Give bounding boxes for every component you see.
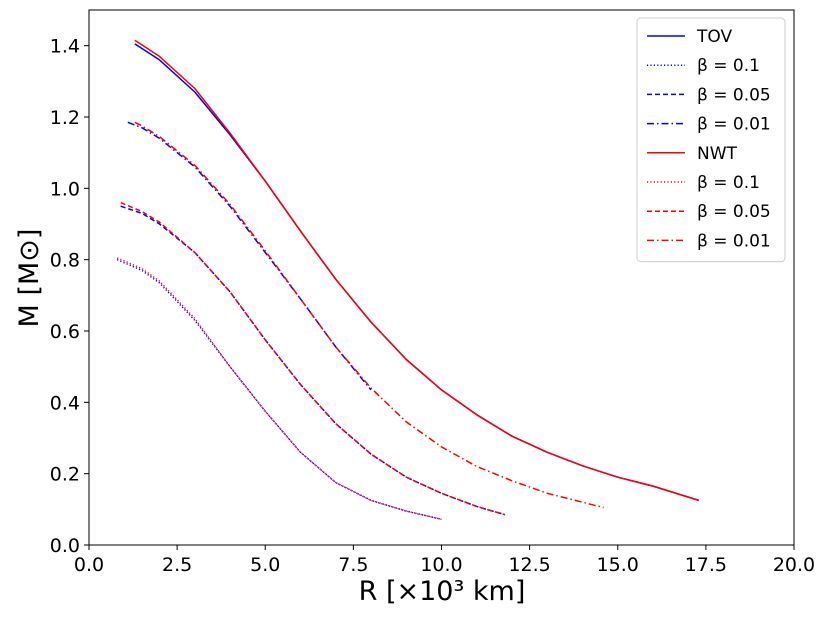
series-line: [116, 259, 442, 521]
series-line: [134, 39, 700, 502]
legend-box: [636, 17, 786, 263]
legend-label: NWT: [697, 144, 738, 164]
y-tick-label: 1.2: [50, 107, 80, 129]
legend-label: β = 0.01: [697, 231, 771, 251]
series-layer: [116, 39, 700, 521]
legend-label: β = 0.1: [697, 173, 760, 193]
x-tick-label: 20.0: [773, 554, 815, 576]
y-tick-label: 0.8: [50, 250, 80, 272]
legend-label: β = 0.05: [697, 202, 771, 222]
x-tick-label: 15.0: [597, 554, 639, 576]
y-tick-label: 0.2: [50, 464, 80, 486]
x-axis-title: R [×10³ km]: [359, 576, 526, 607]
series-line: [127, 121, 372, 391]
y-tick-label: 0.4: [50, 392, 80, 414]
x-tick-label: 17.5: [685, 554, 727, 576]
y-axis-ticks: 0.0 0.2 0.4 0.6 0.8 1.0 1.2 1.4: [50, 36, 89, 557]
y-axis-title: M [M⊙]: [14, 229, 45, 328]
y-tick-label: 1.0: [50, 178, 80, 200]
x-tick-label: 5.0: [250, 554, 280, 576]
series-line: [134, 121, 604, 509]
legend-label: β = 0.1: [697, 56, 760, 76]
y-tick-label: 0.0: [50, 535, 80, 557]
legend-label: β = 0.01: [697, 115, 771, 135]
x-tick-label: 12.5: [508, 554, 550, 576]
legend-label: β = 0.05: [697, 85, 771, 105]
y-tick-label: 0.6: [50, 321, 80, 343]
x-tick-label: 0.0: [74, 554, 104, 576]
y-tick-label: 1.4: [50, 36, 80, 58]
series-line: [120, 201, 506, 516]
legend-label: TOV: [696, 27, 732, 47]
x-axis-ticks: 0.0 2.5 5.0 7.5 10.0 12.5 15.0 17.5 20.0: [74, 545, 815, 576]
legend: TOV β = 0.1 β = 0.05 β = 0.01 NWT β = 0.1 β = …: [636, 17, 786, 263]
x-tick-label: 7.5: [338, 554, 368, 576]
x-tick-label: 10.0: [420, 554, 462, 576]
series-line: [116, 257, 442, 521]
x-tick-label: 2.5: [162, 554, 192, 576]
